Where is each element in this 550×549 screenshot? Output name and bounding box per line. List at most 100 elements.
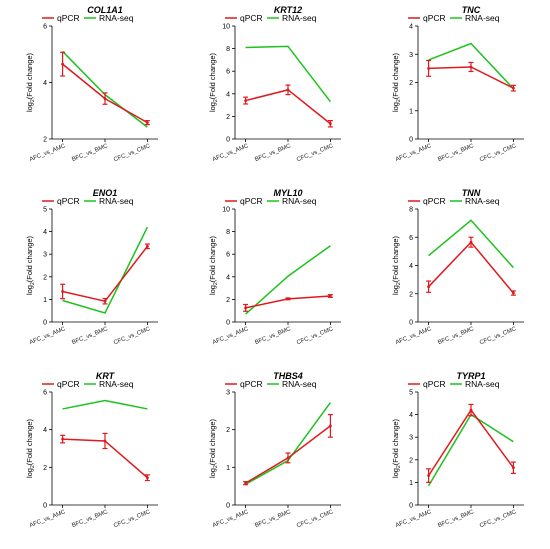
qpcr-point: [512, 291, 515, 295]
legend-rnaseq-label: RNA-seq: [99, 13, 134, 23]
y-tick-label: 3: [409, 52, 413, 59]
chart-title: COL1A1: [87, 5, 123, 15]
legend-rnaseq-label: RNA-seq: [465, 196, 500, 206]
chart-title: MYL10: [273, 188, 302, 198]
y-tick-label: 2: [43, 137, 47, 144]
x-category-label: CFC_vs_CMC: [479, 143, 518, 163]
x-category-label: AFC_vs_AMC: [395, 326, 433, 346]
legend-qpcr-label: qPCR: [240, 13, 263, 23]
qpcr-point: [427, 285, 430, 289]
y-tick-label: 4: [409, 263, 413, 270]
qpcr-point: [244, 99, 247, 102]
y-tick-label: 2: [409, 457, 413, 464]
y-tick-label: 4: [43, 229, 47, 236]
qpcr-point: [329, 424, 332, 428]
legend-rnaseq-label: RNA-seq: [465, 379, 500, 389]
x-category-label: BFC_vs_BMC: [254, 143, 292, 163]
y-label-prefix: log: [208, 102, 217, 112]
y-axis-label: log2(Fold change): [208, 418, 219, 478]
x-category-label: CFC_vs_CMC: [479, 326, 518, 346]
y-label-prefix: log: [391, 102, 400, 112]
rnaseq-line: [62, 399, 148, 410]
x-category-label: BFC_vs_BMC: [71, 509, 109, 529]
x-category-label: CFC_vs_CMC: [296, 143, 335, 163]
y-label-suffix: (Fold change): [25, 418, 34, 465]
y-label-prefix: log: [25, 102, 34, 112]
chart-title: KRT12: [274, 5, 302, 15]
y-tick-label: 2: [409, 291, 413, 298]
x-category-label: AFC_vs_AMC: [29, 509, 67, 529]
y-tick-label: 0: [409, 137, 413, 144]
y-tick-label: 8: [409, 207, 413, 214]
x-category-label: AFC_vs_AMC: [395, 509, 433, 529]
x-category-label: CFC_vs_CMC: [113, 326, 152, 346]
qpcr-point: [469, 65, 473, 69]
y-axis-label: log2(Fold change): [391, 52, 402, 112]
rnaseq-line: [428, 42, 514, 90]
y-tick-label: 2: [43, 465, 47, 472]
qpcr-line: [428, 241, 514, 294]
y-tick-label: 2: [226, 114, 230, 121]
x-category-label: BFC_vs_BMC: [437, 509, 475, 529]
y-label-prefix: log: [208, 468, 217, 478]
chart-panel: MYL10 0 2 4 6 8 10 log2(Fold change) AFC_vs_AMC B…: [183, 183, 366, 366]
legend-rnaseq-label: RNA-seq: [465, 13, 500, 23]
qpcr-point: [103, 299, 107, 303]
x-category-label: BFC_vs_BMC: [437, 326, 475, 346]
x-category-label: CFC_vs_CMC: [113, 509, 152, 529]
chart-panel: KRT12 0 2 4 6 8 10 log2(Fold change) AFC_vs_AMC B…: [183, 0, 366, 183]
y-tick-label: 1: [226, 465, 230, 472]
rnaseq-line: [62, 226, 149, 314]
y-tick-label: 6: [43, 24, 47, 31]
legend-rnaseq-label: RNA-seq: [282, 13, 317, 23]
y-label-prefix: log: [25, 285, 34, 295]
y-label-subscript: 2: [30, 465, 36, 468]
y-tick-label: 0: [226, 320, 230, 327]
y-tick-label: 3: [43, 252, 47, 259]
y-tick-label: 1: [409, 108, 413, 115]
y-tick-label: 8: [226, 46, 230, 53]
y-tick-label: 0: [409, 503, 413, 510]
x-category-label: BFC_vs_BMC: [254, 326, 292, 346]
qpcr-point: [61, 62, 64, 66]
qpcr-point: [146, 121, 149, 125]
y-label-subscript: 2: [30, 282, 36, 285]
chart-panel: TNN 0 2 4 6 8 log2(Fold change) AFC_vs_AMC BFC_v…: [366, 183, 549, 366]
y-tick-label: 2: [226, 297, 230, 304]
y-label-prefix: log: [208, 285, 217, 295]
y-tick-label: 8: [226, 229, 230, 236]
y-tick-label: 5: [43, 207, 47, 214]
qpcr-point: [286, 88, 290, 92]
chart-panel: THBS4 0 1 2 3 log2(Fold change) AFC_vs_AMC BFC_…: [183, 366, 366, 549]
chart-title: THBS4: [273, 371, 303, 381]
qpcr-point: [512, 466, 515, 470]
y-label-suffix: (Fold change): [208, 52, 217, 99]
chart-panel: TYRP1 0 1 2 3 4 5 log2(Fold change) AFC_vs_AMC BF…: [366, 366, 549, 549]
qpcr-point: [469, 408, 473, 412]
chart-title: TYRP1: [456, 371, 485, 381]
legend-qpcr-label: qPCR: [423, 196, 446, 206]
chart-title: TNN: [462, 188, 481, 198]
y-axis-label: log2(Fold change): [391, 418, 402, 478]
x-category-label: AFC_vs_AMC: [212, 509, 250, 529]
legend-rnaseq-label: RNA-seq: [99, 379, 134, 389]
qpcr-point: [103, 97, 107, 101]
x-category-label: AFC_vs_AMC: [29, 143, 67, 163]
y-tick-label: 4: [43, 427, 47, 434]
rnaseq-line: [245, 45, 331, 103]
x-category-label: AFC_vs_AMC: [212, 326, 250, 346]
y-tick-label: 6: [226, 252, 230, 259]
legend-qpcr-label: qPCR: [423, 379, 446, 389]
rnaseq-line: [245, 245, 331, 315]
qpcr-point: [512, 86, 515, 90]
x-category-label: AFC_vs_AMC: [29, 326, 67, 346]
y-label-subscript: 2: [396, 282, 402, 285]
y-tick-label: 6: [43, 390, 47, 397]
y-label-suffix: (Fold change): [391, 418, 400, 465]
qpcr-point: [427, 474, 430, 478]
qpcr-point: [286, 456, 290, 460]
